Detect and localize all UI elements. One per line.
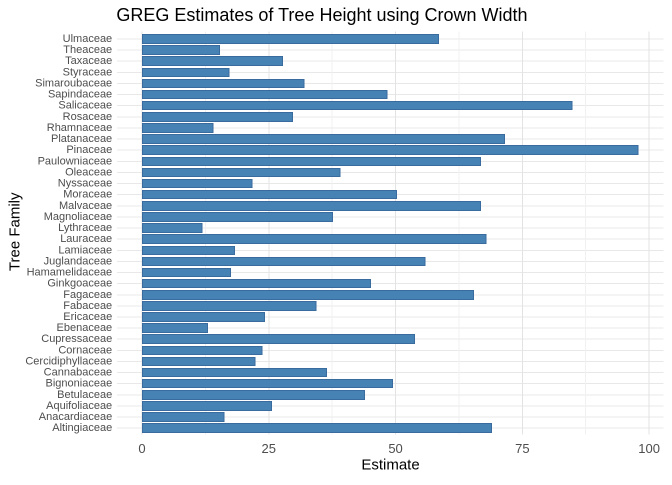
svg-text:Altingiaceae: Altingiaceae [52, 422, 112, 434]
svg-text:Nyssaceae: Nyssaceae [58, 178, 112, 190]
svg-text:Rosaceae: Rosaceae [63, 111, 113, 123]
svg-text:Cupressaceae: Cupressaceae [41, 333, 112, 345]
svg-text:0: 0 [138, 441, 145, 456]
svg-text:Pinaceae: Pinaceae [66, 144, 112, 156]
svg-text:Lythraceae: Lythraceae [58, 222, 112, 234]
svg-text:Cornaceae: Cornaceae [58, 344, 112, 356]
svg-text:Cercidiphyllaceae: Cercidiphyllaceae [25, 355, 112, 367]
svg-text:Cannabaceae: Cannabaceae [44, 367, 113, 379]
svg-text:Taxaceae: Taxaceae [65, 55, 112, 67]
svg-text:Malvaceae: Malvaceae [59, 200, 112, 212]
svg-text:Ulmaceae: Ulmaceae [63, 33, 113, 45]
svg-text:Ebenaceae: Ebenaceae [57, 322, 113, 334]
svg-text:25: 25 [262, 441, 276, 456]
svg-text:Styraceae: Styraceae [63, 66, 113, 78]
svg-text:Betulaceae: Betulaceae [57, 389, 112, 401]
svg-text:Paulowniaceae: Paulowniaceae [38, 155, 113, 167]
svg-text:Tree Family: Tree Family [6, 192, 23, 271]
svg-text:Magnoliaceae: Magnoliaceae [44, 211, 113, 223]
svg-text:Aquifoliaceae: Aquifoliaceae [46, 400, 112, 412]
svg-text:Moraceae: Moraceae [63, 189, 112, 201]
svg-text:Hamamelidaceae: Hamamelidaceae [27, 267, 113, 279]
svg-text:Bignoniaceae: Bignoniaceae [46, 378, 113, 390]
svg-text:Lauraceae: Lauraceae [60, 233, 112, 245]
svg-text:GREG Estimates of Tree Height: GREG Estimates of Tree Height using Crow… [116, 5, 527, 25]
svg-text:Theaceae: Theaceae [63, 44, 112, 56]
svg-text:Juglandaceae: Juglandaceae [44, 255, 113, 267]
svg-text:Simaroubaceae: Simaroubaceae [35, 77, 112, 89]
svg-text:Sapindaceae: Sapindaceae [48, 89, 112, 101]
svg-text:Lamiaceae: Lamiaceae [58, 244, 112, 256]
svg-text:Platanaceae: Platanaceae [51, 133, 112, 145]
svg-text:Oleaceae: Oleaceae [65, 166, 112, 178]
svg-text:Rhamnaceae: Rhamnaceae [47, 122, 112, 134]
svg-text:Anacardiaceae: Anacardiaceae [39, 411, 112, 423]
svg-text:75: 75 [515, 441, 529, 456]
svg-text:Estimate: Estimate [361, 456, 419, 473]
svg-text:Fabaceae: Fabaceae [63, 300, 112, 312]
svg-text:100: 100 [638, 441, 660, 456]
svg-text:Salicaceae: Salicaceae [58, 100, 112, 112]
svg-text:Ericaceae: Ericaceae [63, 311, 112, 323]
svg-text:50: 50 [388, 441, 402, 456]
svg-text:Fagaceae: Fagaceae [63, 289, 112, 301]
svg-text:Ginkgoaceae: Ginkgoaceae [47, 278, 112, 290]
